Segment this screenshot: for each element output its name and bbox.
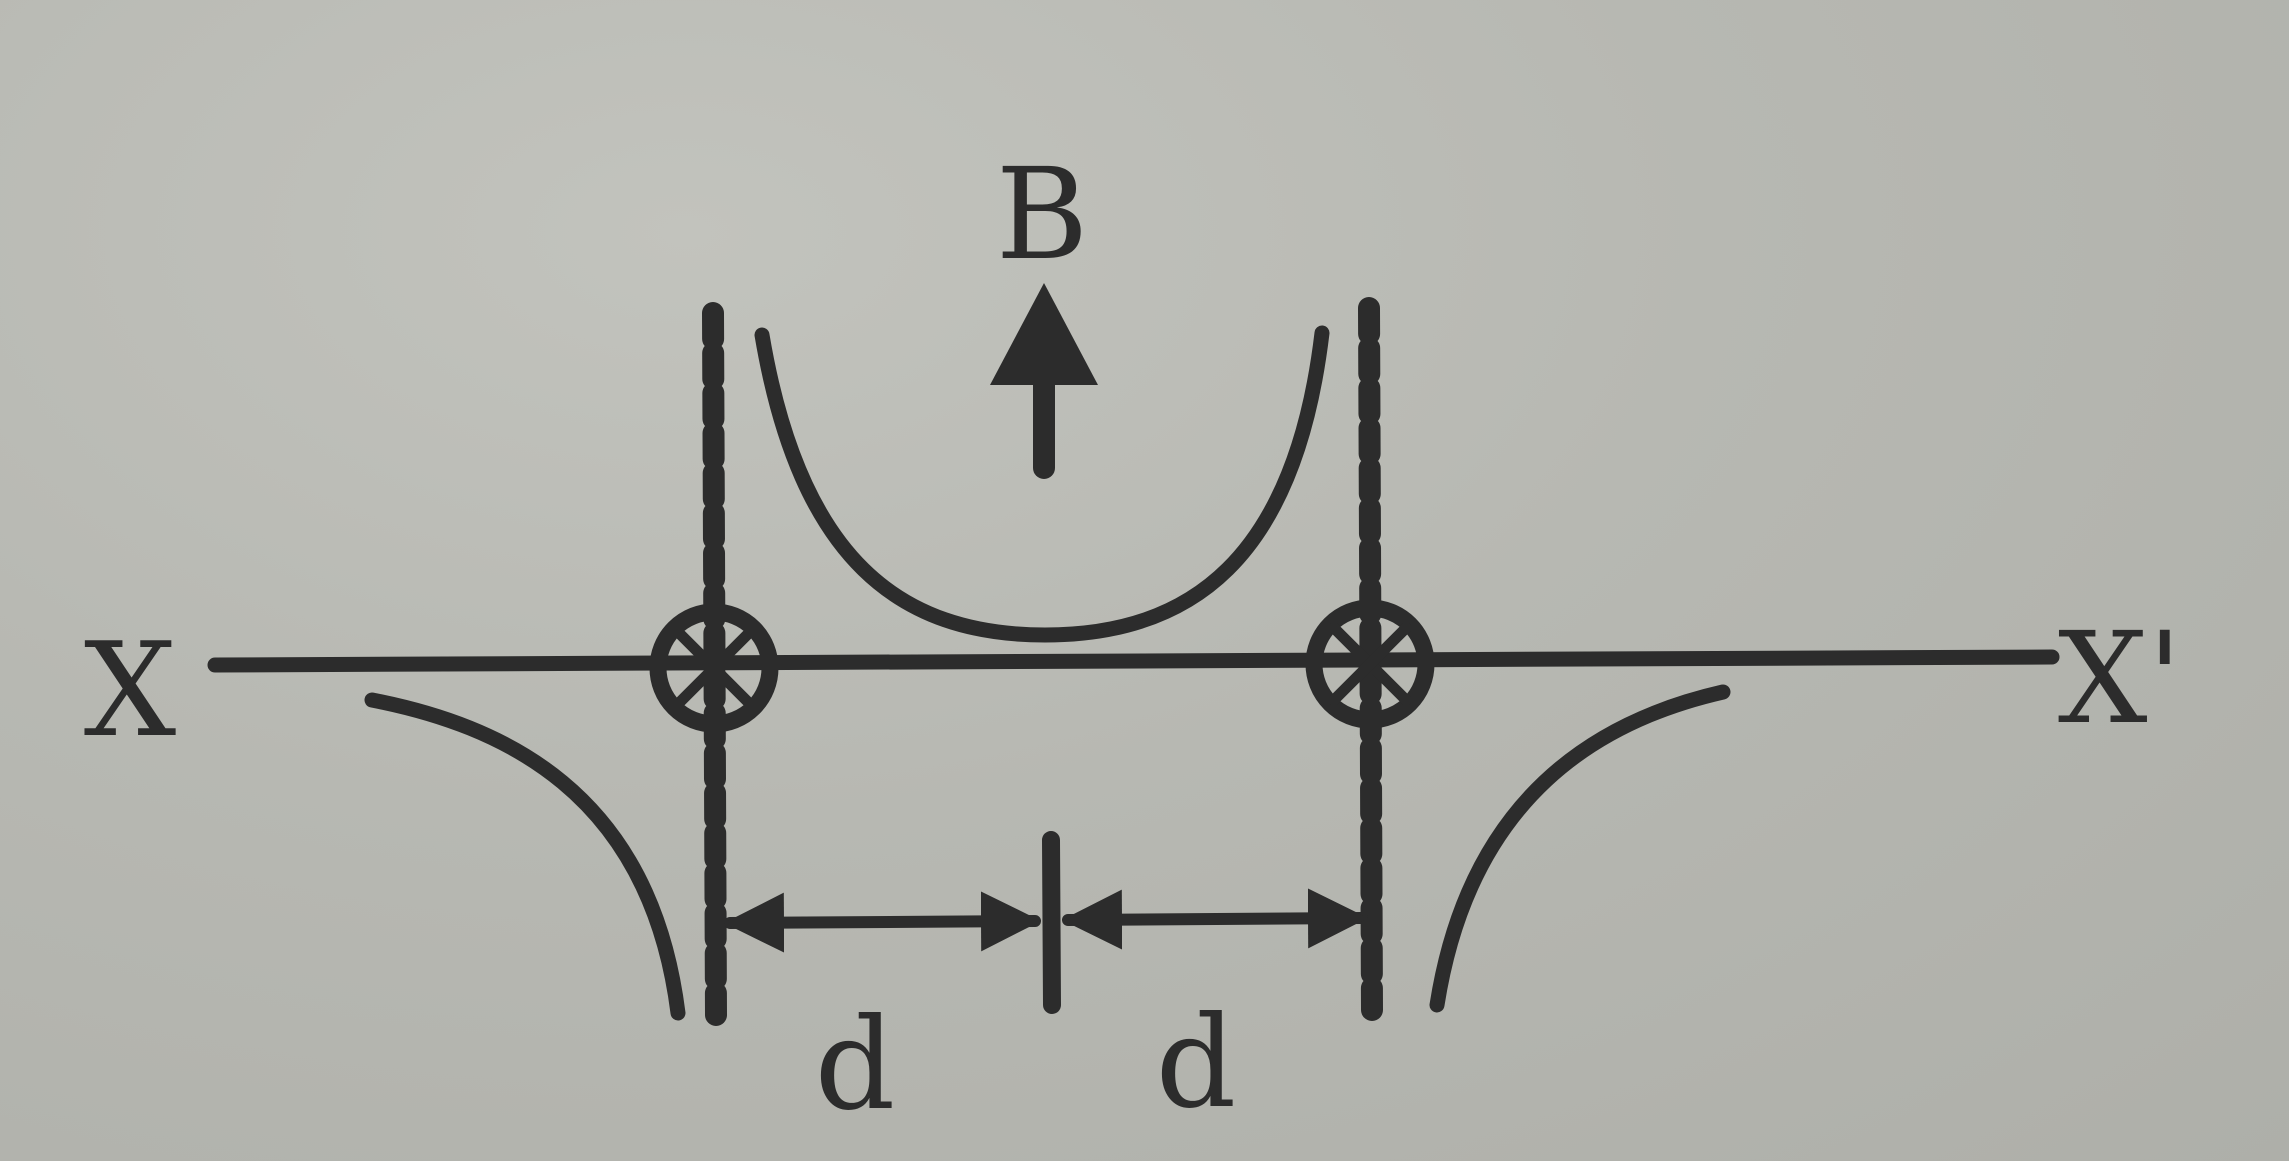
distance-arrow-left	[724, 891, 1041, 953]
distance-arrow-right	[1062, 888, 1368, 950]
distance-label-left: d	[815, 991, 896, 1138]
field-line-top	[754, 325, 1330, 643]
field-line-bottom-left	[364, 692, 686, 1021]
field-line-bottom-right	[1429, 684, 1731, 1013]
midpoint-tick	[1042, 831, 1061, 1014]
axis-label-right: X'	[2058, 605, 2182, 752]
distance-label-right: d	[1156, 989, 1237, 1136]
field-direction-arrow	[990, 283, 1098, 479]
field-label: B	[996, 141, 1089, 288]
wire-left-current-into-page-icon	[649, 603, 779, 733]
axis-line	[207, 649, 2060, 673]
axis-label-left: X	[84, 614, 177, 766]
wire-right-current-into-page-icon	[1305, 599, 1435, 729]
